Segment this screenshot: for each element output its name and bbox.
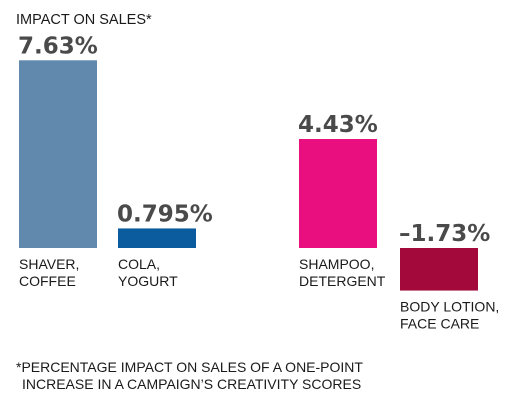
category-label-shampoo-detergent-line-2: DETERGENT: [299, 273, 386, 289]
category-label-cola-yogurt-line-1: COLA,: [118, 256, 160, 272]
value-label-body-lotion-face-care: –1.73%: [399, 221, 490, 247]
value-labels-group: 7.63% 0.795% 4.43% –1.73%: [18, 33, 490, 247]
category-label-shampoo-detergent-line-1: SHAMPOO,: [299, 256, 374, 272]
category-label-shaver-coffee-line-1: SHAVER,: [19, 256, 79, 272]
category-label-cola-yogurt-line-2: YOGURT: [118, 273, 178, 289]
category-labels-group: SHAVER,COFFEE COLA,YOGURT SHAMPOO,DETERGEN…: [19, 256, 499, 332]
bar-shaver-coffee: [19, 60, 97, 248]
category-label-body-lotion-face-care-line-1: BODY LOTION,: [400, 299, 499, 315]
bar-shampoo-detergent: [299, 139, 377, 248]
value-label-cola-yogurt: 0.795%: [117, 201, 213, 227]
value-label-shaver-coffee: 7.63%: [18, 33, 98, 59]
category-label-shaver-coffee-line-2: COFFEE: [19, 273, 76, 289]
bar-cola-yogurt: [118, 228, 196, 248]
bars-group: [19, 60, 478, 291]
value-label-shampoo-detergent: 4.43%: [298, 112, 378, 138]
bar-body-lotion-face-care: [400, 248, 478, 291]
footnote-line-1: *PERCENTAGE IMPACT ON SALES OF A ONE-POI…: [16, 359, 363, 375]
chart-title: IMPACT ON SALES*: [16, 12, 152, 28]
footnote-line-2: INCREASE IN A CAMPAIGN’S CREATIVITY SCOR…: [22, 376, 361, 392]
category-label-body-lotion-face-care-line-2: FACE CARE: [400, 316, 479, 332]
